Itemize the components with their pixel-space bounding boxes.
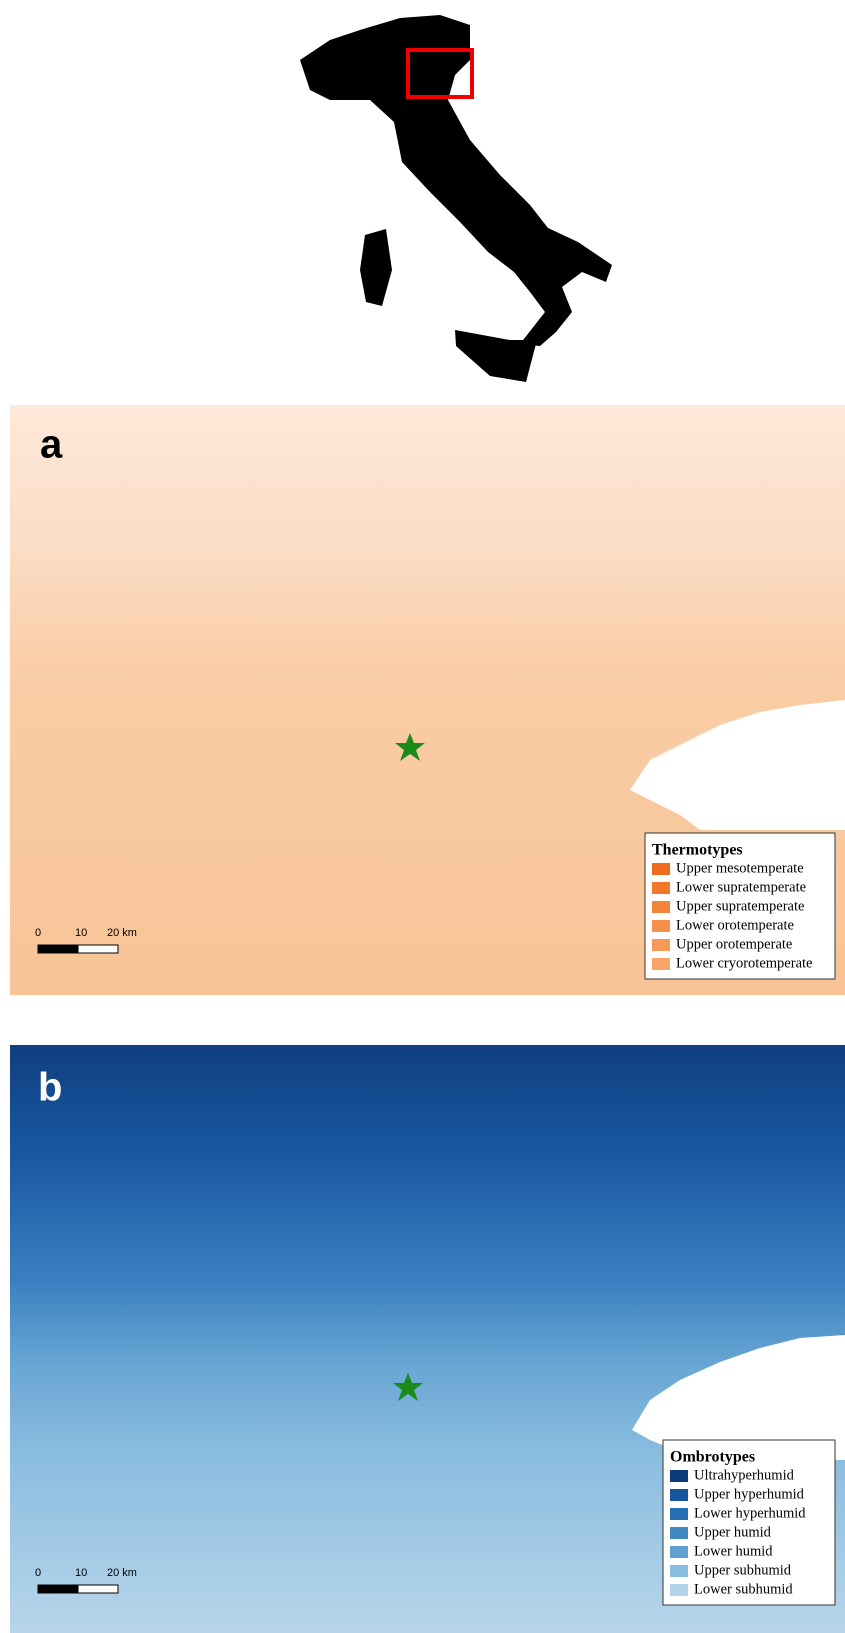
legend-item: Ultrahyperhumid [694, 1467, 795, 1483]
legend-item: Upper orotemperate [676, 936, 792, 952]
legend-swatch [652, 882, 670, 894]
legend-item: Upper subhumid [694, 1562, 792, 1578]
legend-item: Lower hyperhumid [694, 1505, 806, 1521]
legend-swatch [652, 958, 670, 970]
legend-title: Thermotypes [652, 842, 743, 859]
scale-bar-black [38, 1585, 78, 1593]
scale-bar-white [78, 1585, 118, 1593]
legend-title: Ombrotypes [670, 1449, 755, 1466]
scale-label: 0 [35, 1567, 41, 1579]
legend-item: Lower subhumid [694, 1581, 793, 1597]
legend-item: Lower orotemperate [676, 917, 794, 933]
scale-label: 10 [75, 927, 87, 939]
figure-svg: a ThermotypesUpper mesotemperate Lower sup… [0, 0, 845, 1633]
legend-item: Upper humid [694, 1524, 772, 1540]
legend-swatch [670, 1565, 688, 1577]
legend-swatch [652, 939, 670, 951]
scale-label: 20 km [107, 927, 137, 939]
legend-swatch [670, 1470, 688, 1482]
panel-label: b [38, 1066, 62, 1110]
legend-swatch [670, 1508, 688, 1520]
scale-label: 0 [35, 927, 41, 939]
legend-item: Lower humid [694, 1543, 773, 1559]
scale-label: 20 km [107, 1567, 137, 1579]
legend-swatch [670, 1546, 688, 1558]
legend-item: Upper hyperhumid [694, 1486, 805, 1502]
scale-bar-black [38, 945, 78, 953]
legend-swatch [652, 901, 670, 913]
panel-label: a [40, 423, 63, 467]
legend-item: Lower supratemperate [676, 879, 806, 895]
legend-swatch [670, 1584, 688, 1596]
legend-swatch [670, 1527, 688, 1539]
legend-swatch [670, 1489, 688, 1501]
legend-swatch [652, 920, 670, 932]
legend-item: Lower cryorotemperate [676, 955, 812, 971]
legend-swatch [652, 863, 670, 875]
italy-locator [300, 15, 612, 382]
legend-item: Upper supratemperate [676, 898, 804, 914]
figure: a ThermotypesUpper mesotemperate Lower sup… [0, 0, 845, 1633]
scale-bar-white [78, 945, 118, 953]
legend-item: Upper mesotemperate [676, 860, 804, 876]
scale-label: 10 [75, 1567, 87, 1579]
